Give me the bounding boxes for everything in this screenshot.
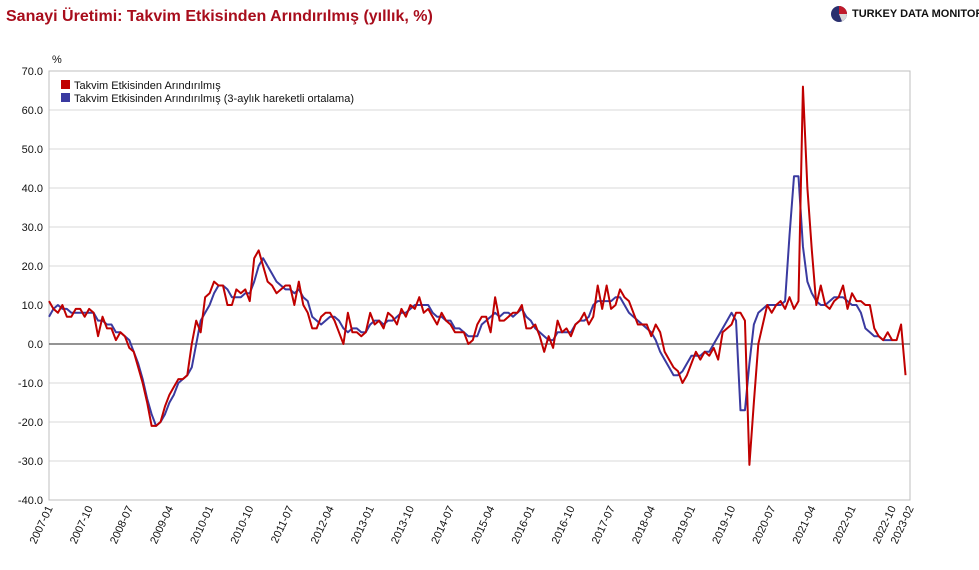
x-tick-label: 2007-01: [28, 504, 56, 546]
y-axis-label: %: [52, 54, 62, 66]
x-tick-label: 2009-04: [148, 504, 176, 546]
y-tick-label: 20.0: [22, 261, 43, 273]
legend-swatch: [61, 93, 70, 102]
x-tick-label: 2016-10: [550, 504, 578, 546]
x-axis: 2007-01 2007-10 2008-07 2009-04 2010-01 2010-…: [28, 504, 917, 546]
x-tick-label: 2019-10: [710, 504, 738, 546]
brand-globe-icon: [831, 6, 847, 22]
y-tick-label: 40.0: [22, 183, 43, 195]
y-tick-label: 30.0: [22, 222, 43, 234]
x-tick-label: 2013-01: [349, 504, 377, 546]
x-tick-label: 2013-10: [389, 504, 417, 546]
x-tick-label: 2010-10: [229, 504, 257, 546]
x-tick-label: 2007-10: [68, 504, 96, 546]
x-tick-label: 2011-07: [269, 504, 297, 545]
x-tick-label: 2012-04: [309, 504, 337, 546]
x-tick-label: 2014-07: [429, 504, 457, 546]
x-tick-label: 2017-07: [590, 504, 618, 546]
y-tick-label: 10.0: [22, 300, 43, 312]
x-tick-label: 2016-01: [510, 504, 538, 546]
x-tick-label: 2008-07: [108, 504, 136, 546]
y-tick-label: -10.0: [18, 378, 43, 390]
x-tick-label: 2019-01: [670, 504, 698, 546]
x-tick-label: 2021-04: [791, 504, 819, 546]
brand-logo: TURKEY DATA MONITOR: [830, 5, 979, 23]
brand-name: TURKEY DATA MONITOR: [852, 8, 979, 20]
y-tick-label: 50.0: [22, 144, 43, 156]
y-tick-label: -40.0: [18, 495, 43, 507]
y-tick-label: 70.0: [22, 66, 43, 78]
x-tick-label: 2018-04: [630, 504, 658, 546]
gridlines: [49, 70, 910, 501]
page-title: Sanayi Üretimi: Takvim Etkisinden Arındı…: [6, 8, 433, 25]
plot-frame: [48, 70, 911, 501]
series-line-1: [48, 85, 907, 466]
x-tick-label: 2022-01: [831, 504, 859, 546]
y-tick-label: -30.0: [18, 456, 43, 468]
y-tick-label: 0.0: [28, 339, 43, 351]
legend-label: Takvim Etkisinden Arındırılmış (3-aylık …: [74, 93, 354, 105]
y-tick-label: 60.0: [22, 105, 43, 117]
x-tick-label: 2015-04: [469, 504, 497, 546]
x-tick-label: 2010-01: [188, 504, 216, 546]
series-line-2: [48, 175, 893, 427]
series-lines: [48, 85, 907, 466]
y-axis: 70.0 60.0 50.0 40.0 30.0 20.0 10.0 0.0 -10.0 -20.…: [18, 66, 43, 507]
y-tick-label: -20.0: [18, 417, 43, 429]
legend-label: Takvim Etkisinden Arındırılmış: [74, 80, 221, 92]
legend-swatch: [61, 80, 70, 89]
x-tick-label: 2020-07: [750, 504, 778, 546]
